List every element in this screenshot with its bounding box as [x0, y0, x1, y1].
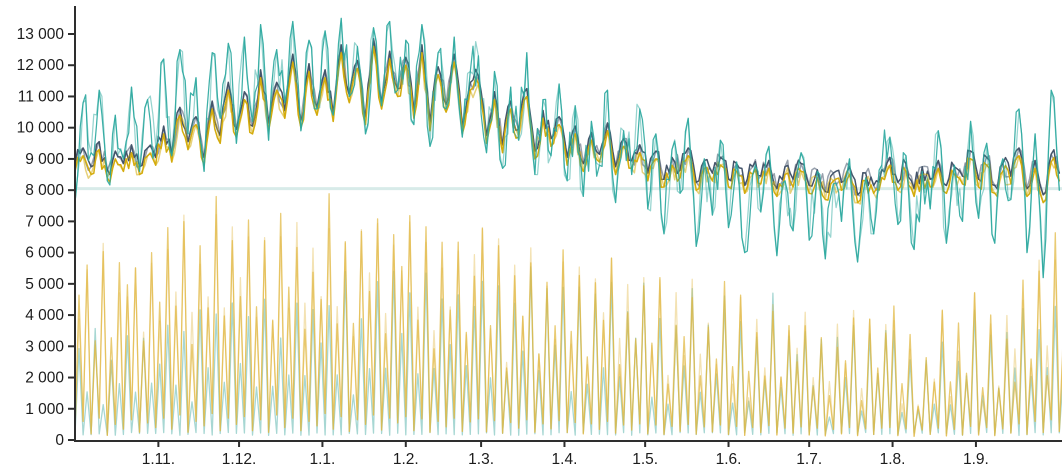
y-axis-label: 2 000 — [25, 370, 64, 387]
y-axis-label: 6 000 — [25, 245, 64, 262]
y-axis-label: 8 000 — [25, 182, 64, 199]
x-axis-label: 1.8. — [880, 451, 906, 468]
x-axis-label: 1.1. — [309, 451, 335, 468]
y-axis-label: 12 000 — [17, 57, 65, 74]
y-axis-label: 0 — [55, 432, 64, 449]
x-axis-label: 1.9. — [963, 451, 989, 468]
y-axis-label: 3 000 — [25, 338, 64, 355]
x-axis-label: 1.7. — [796, 451, 822, 468]
y-axis-label: 5 000 — [25, 276, 64, 293]
x-axis-label: 1.12. — [222, 451, 256, 468]
series-teal-line — [74, 17, 1060, 279]
x-axis-label: 1.3. — [468, 451, 494, 468]
series-teal-line — [74, 17, 1060, 279]
y-axis-label: 4 000 — [25, 307, 64, 324]
x-axis-label: 1.11. — [142, 451, 175, 468]
series-yellow-lower-daily — [74, 193, 1062, 437]
y-axis-label: 9 000 — [25, 151, 64, 168]
x-axis-label: 1.4. — [552, 451, 578, 468]
x-axis-label: 1.5. — [632, 451, 658, 468]
y-axis-label: 1 000 — [25, 401, 64, 418]
y-axis-label: 13 000 — [17, 26, 65, 43]
y-axis-label: 10 000 — [17, 120, 65, 137]
y-axis-label: 7 000 — [25, 213, 64, 230]
x-axis-label: 1.2. — [393, 451, 419, 468]
series-yellow-line — [74, 45, 1061, 205]
y-axis-label: 11 000 — [18, 88, 65, 105]
x-axis-label: 1.6. — [716, 451, 742, 468]
series-yellow-lower-daily — [74, 213, 1062, 437]
